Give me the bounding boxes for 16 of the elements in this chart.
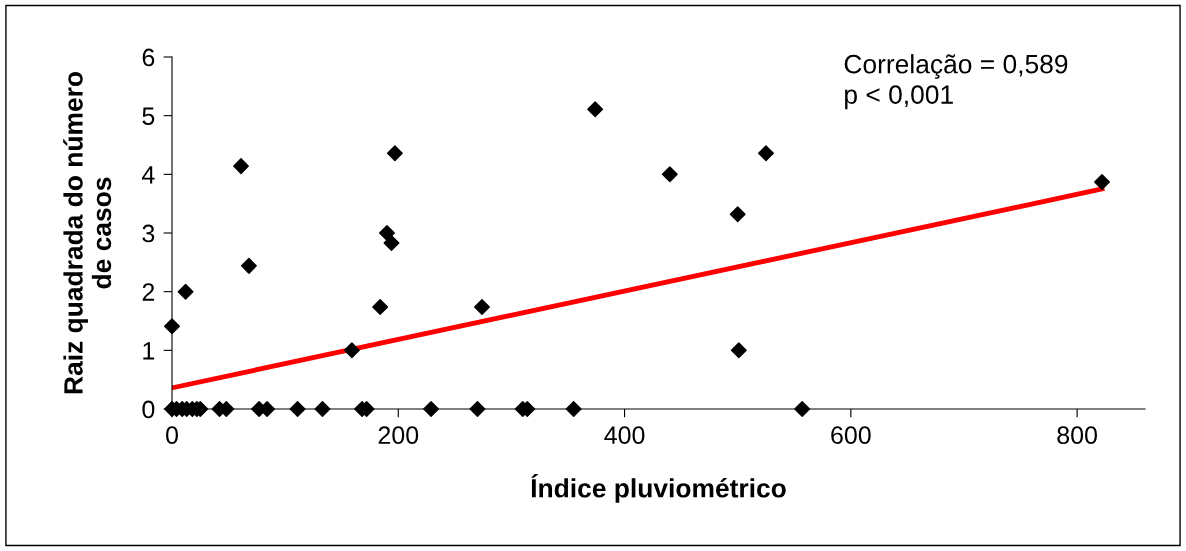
x-tick-label: 400 bbox=[604, 426, 645, 445]
x-tick-label: 0 bbox=[166, 426, 178, 445]
y-tick-label: 0 bbox=[142, 400, 155, 419]
y-tick-label: 6 bbox=[142, 48, 155, 67]
y-tick-label: 3 bbox=[142, 224, 155, 243]
annotation: Correlação = 0,589 bbox=[844, 54, 1068, 79]
annotation: p < 0,001 bbox=[845, 85, 953, 110]
y-tick-label: 1 bbox=[143, 342, 155, 360]
y-tick-label: 5 bbox=[142, 107, 155, 125]
y-tick-label: 4 bbox=[142, 166, 155, 184]
x-tick-label: 800 bbox=[1057, 426, 1097, 445]
y-axis-title: Raiz quadrada do número de casos bbox=[63, 72, 112, 394]
y-tick-label: 2 bbox=[142, 283, 155, 301]
x-tick-label: 600 bbox=[831, 426, 871, 445]
x-axis-title: Índice pluviométrico bbox=[531, 473, 786, 503]
x-tick-label: 200 bbox=[378, 426, 419, 445]
